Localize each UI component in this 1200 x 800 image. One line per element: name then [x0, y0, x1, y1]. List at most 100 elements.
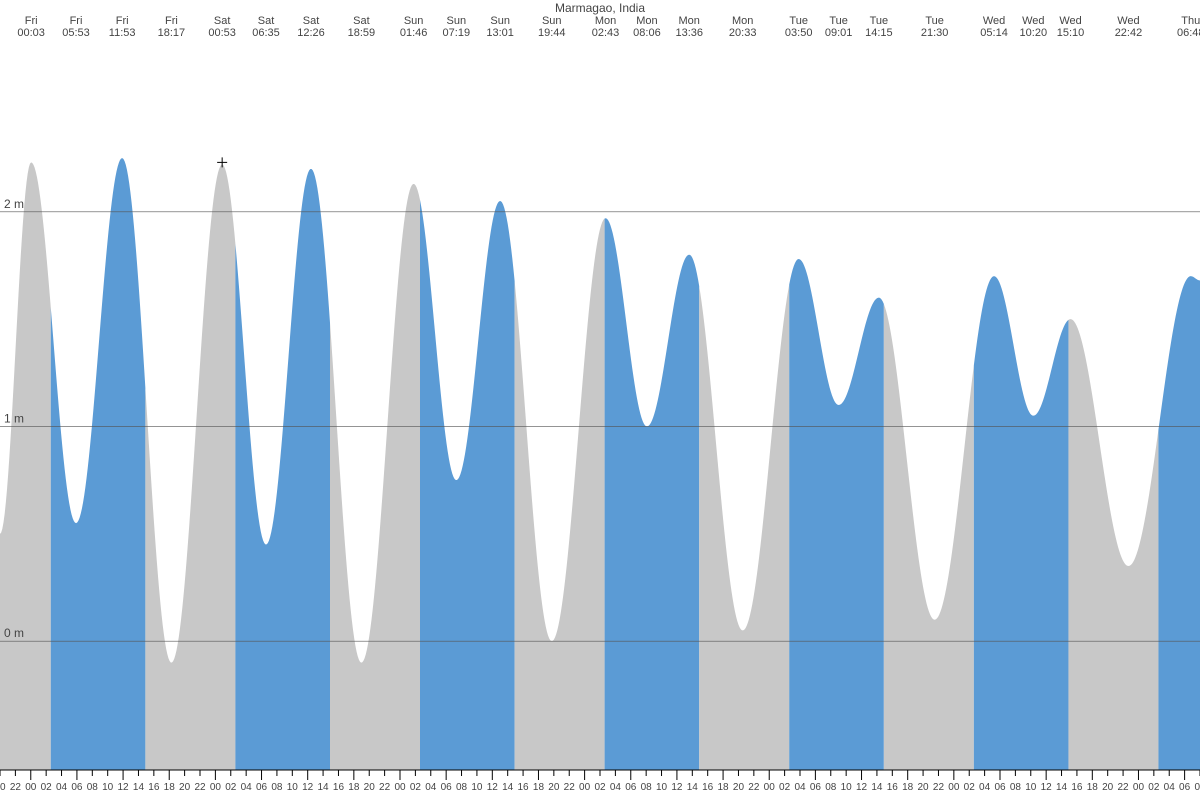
tide-segment — [420, 200, 515, 770]
chart-title: Marmagao, India — [555, 1, 645, 15]
extreme-time-label: 00:03 — [17, 27, 45, 39]
x-tick-label: 06 — [625, 782, 637, 793]
extreme-time-label: 01:46 — [400, 27, 428, 39]
tide-segment — [515, 219, 605, 770]
y-axis-label: 2 m — [4, 197, 24, 211]
x-tick-label: 00 — [394, 782, 406, 793]
x-tick-label: 22 — [564, 782, 576, 793]
x-tick-label: 12 — [487, 782, 499, 793]
extreme-time-label: 05:14 — [980, 27, 1008, 39]
extreme-time-label: 03:50 — [785, 27, 813, 39]
x-tick-label: 04 — [1164, 782, 1176, 793]
x-tick-label: 10 — [1025, 782, 1037, 793]
x-tick-label: 04 — [794, 782, 806, 793]
tide-segment — [1158, 276, 1200, 770]
extreme-time-label: 20:33 — [729, 27, 757, 39]
extreme-day-label: Sat — [258, 15, 275, 27]
extreme-day-label: Wed — [983, 15, 1005, 27]
x-tick-label: 10 — [287, 782, 299, 793]
extreme-day-label: Mon — [732, 15, 753, 27]
x-tick-label: 12 — [302, 782, 314, 793]
tide-segment — [605, 218, 700, 770]
x-tick-label: 18 — [533, 782, 545, 793]
x-tick-label: 04 — [425, 782, 437, 793]
x-tick-label: 16 — [887, 782, 899, 793]
x-tick-label: 18 — [718, 782, 730, 793]
x-tick-label: 14 — [687, 782, 699, 793]
x-tick-label: 20 — [1102, 782, 1114, 793]
tide-segment — [1068, 319, 1158, 770]
x-tick-label: 22 — [748, 782, 760, 793]
extreme-day-label: Sun — [404, 15, 424, 27]
tide-segment — [330, 184, 420, 770]
x-tick-label: 02 — [41, 782, 53, 793]
x-tick-label: 06 — [256, 782, 268, 793]
extreme-day-label: Sun — [490, 15, 510, 27]
x-tick-label: 10 — [471, 782, 483, 793]
x-tick-label: 22 — [194, 782, 206, 793]
extreme-time-label: 14:15 — [865, 27, 893, 39]
extreme-time-label: 19:44 — [538, 27, 566, 39]
extreme-day-label: Mon — [679, 15, 700, 27]
x-tick-label: 06 — [810, 782, 822, 793]
extreme-day-label: Sat — [303, 15, 320, 27]
extreme-day-label: Tue — [925, 15, 944, 27]
x-tick-label: 08 — [1194, 782, 1200, 793]
tide-segment — [699, 285, 789, 770]
extreme-time-label: 18:17 — [158, 27, 186, 39]
x-tick-label: 08 — [825, 782, 837, 793]
x-tick-label: 14 — [318, 782, 330, 793]
x-tick-label: 12 — [671, 782, 683, 793]
extreme-time-label: 00:53 — [208, 27, 236, 39]
extreme-time-label: 06:35 — [252, 27, 280, 39]
extreme-time-label: 08:06 — [633, 27, 661, 39]
x-tick-label: 20 — [918, 782, 930, 793]
extreme-time-label: 10:20 — [1020, 27, 1048, 39]
x-tick-label: 18 — [164, 782, 176, 793]
x-tick-label: 16 — [1071, 782, 1083, 793]
x-tick-label: 00 — [579, 782, 591, 793]
x-tick-label: 08 — [1010, 782, 1022, 793]
extreme-time-label: 07:19 — [443, 27, 471, 39]
tide-segment — [884, 304, 974, 770]
x-tick-label: 16 — [333, 782, 345, 793]
extreme-time-label: 02:43 — [592, 27, 620, 39]
x-tick-label: 02 — [964, 782, 976, 793]
tide-segment — [145, 165, 235, 770]
extreme-day-label: Tue — [829, 15, 848, 27]
x-tick-label: 02 — [410, 782, 422, 793]
x-tick-label: 18 — [902, 782, 914, 793]
extreme-time-label: 12:26 — [297, 27, 325, 39]
x-tick-label: 00 — [25, 782, 37, 793]
x-tick-label: 20 — [0, 782, 6, 793]
extreme-day-label: Fri — [116, 15, 129, 27]
x-tick-label: 02 — [779, 782, 791, 793]
x-tick-label: 10 — [102, 782, 114, 793]
x-tick-label: 06 — [994, 782, 1006, 793]
y-axis-label: 1 m — [4, 411, 24, 425]
x-tick-label: 04 — [979, 782, 991, 793]
x-tick-label: 22 — [1118, 782, 1130, 793]
x-tick-label: 00 — [1133, 782, 1145, 793]
x-tick-label: 00 — [210, 782, 222, 793]
x-tick-label: 22 — [933, 782, 945, 793]
x-tick-label: 06 — [441, 782, 453, 793]
tide-segment — [235, 169, 330, 770]
extreme-time-label: 13:36 — [675, 27, 703, 39]
extreme-day-label: Mon — [636, 15, 657, 27]
extreme-day-label: Sun — [542, 15, 562, 27]
extreme-time-label: 06:48 — [1177, 27, 1200, 39]
extreme-day-label: Fri — [25, 15, 38, 27]
x-tick-label: 06 — [71, 782, 83, 793]
x-tick-label: 14 — [133, 782, 145, 793]
x-tick-label: 10 — [841, 782, 853, 793]
x-tick-label: 18 — [348, 782, 360, 793]
extreme-day-label: Fri — [165, 15, 178, 27]
tide-chart-svg: 0 m1 m2 m2022000204060810121416182022000… — [0, 0, 1200, 800]
x-tick-label: 14 — [871, 782, 883, 793]
x-tick-label: 08 — [641, 782, 653, 793]
x-tick-label: 20 — [179, 782, 191, 793]
extreme-day-label: Wed — [1022, 15, 1044, 27]
extreme-day-label: Tue — [789, 15, 808, 27]
tide-segment — [974, 276, 1069, 770]
